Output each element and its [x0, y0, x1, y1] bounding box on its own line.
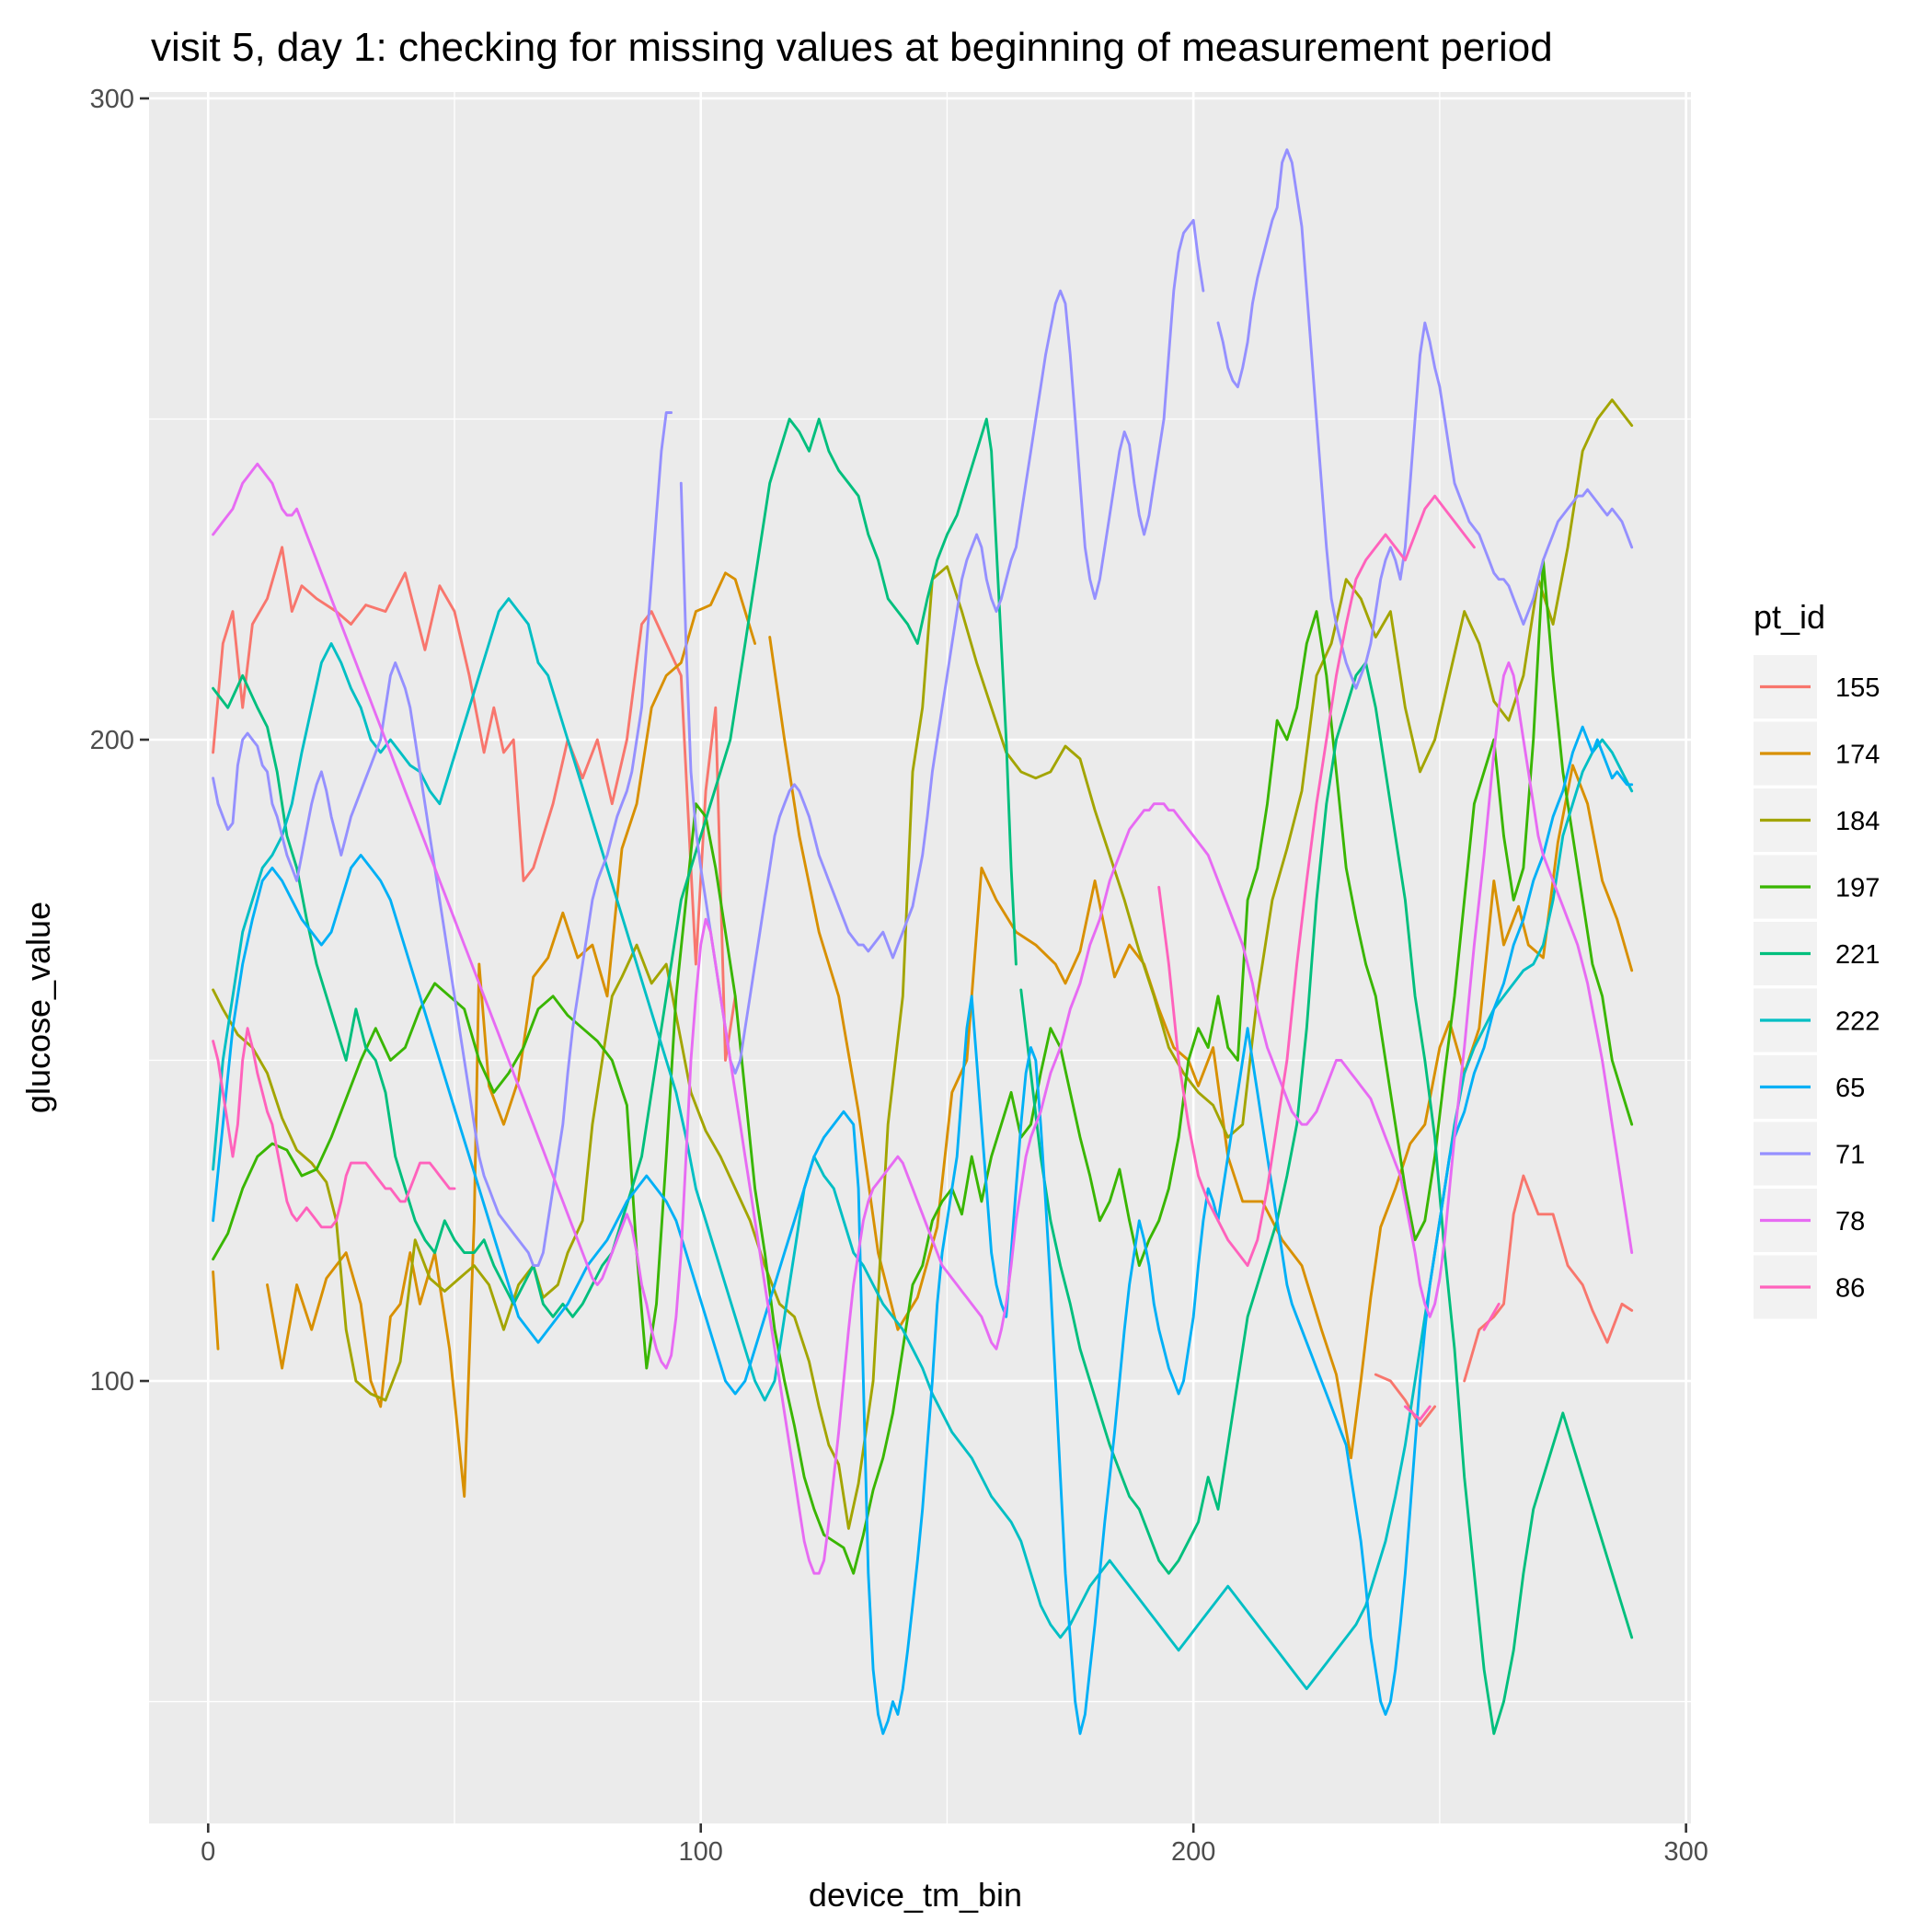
y-axis-title: glucose_value: [19, 902, 57, 1113]
legend-label-65: 65: [1835, 1074, 1865, 1103]
legend-label-197: 197: [1835, 874, 1880, 903]
series-line-184: [212, 398, 1634, 1530]
series-lines: [212, 148, 1634, 1735]
legend-label-86: 86: [1835, 1274, 1865, 1304]
chart-title: visit 5, day 1: checking for missing val…: [151, 25, 1553, 70]
series-line-155: [212, 546, 1634, 1428]
legend-label-221: 221: [1835, 940, 1880, 970]
legend-title: pt_id: [1754, 598, 1825, 636]
legend-label-222: 222: [1835, 1007, 1880, 1037]
x-tick-label: 300: [1663, 1837, 1708, 1867]
axes: 0 100 200 300 100 200 300: [90, 85, 1708, 1867]
series-line-86: [212, 494, 1501, 1421]
y-tick-label: 100: [90, 1367, 134, 1397]
x-axis-title: device_tm_bin: [809, 1876, 1022, 1914]
series-line-71: [212, 148, 1634, 1268]
legend-label-184: 184: [1835, 807, 1880, 836]
legend-label-174: 174: [1835, 741, 1880, 770]
series-line-222: [212, 597, 1634, 1691]
series-line-65: [212, 725, 1634, 1735]
legend-label-71: 71: [1835, 1141, 1865, 1170]
x-tick-label: 0: [201, 1837, 215, 1867]
series-line-221: [212, 418, 1634, 1735]
x-tick-label: 200: [1171, 1837, 1215, 1867]
legend: pt_id 155 174 184 197 221 222 65 71 78 86: [1754, 598, 1880, 1319]
legend-label-78: 78: [1835, 1207, 1865, 1236]
y-tick-label: 300: [90, 85, 134, 114]
series-line-78: [212, 462, 1634, 1575]
x-tick-label: 100: [679, 1837, 723, 1867]
gridlines: [149, 92, 1691, 1823]
legend-label-155: 155: [1835, 673, 1880, 703]
series-line-197: [212, 558, 1634, 1575]
y-tick-label: 200: [90, 726, 134, 755]
